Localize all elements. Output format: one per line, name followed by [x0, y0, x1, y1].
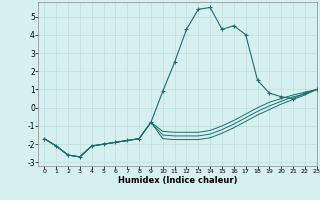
- X-axis label: Humidex (Indice chaleur): Humidex (Indice chaleur): [118, 176, 237, 185]
